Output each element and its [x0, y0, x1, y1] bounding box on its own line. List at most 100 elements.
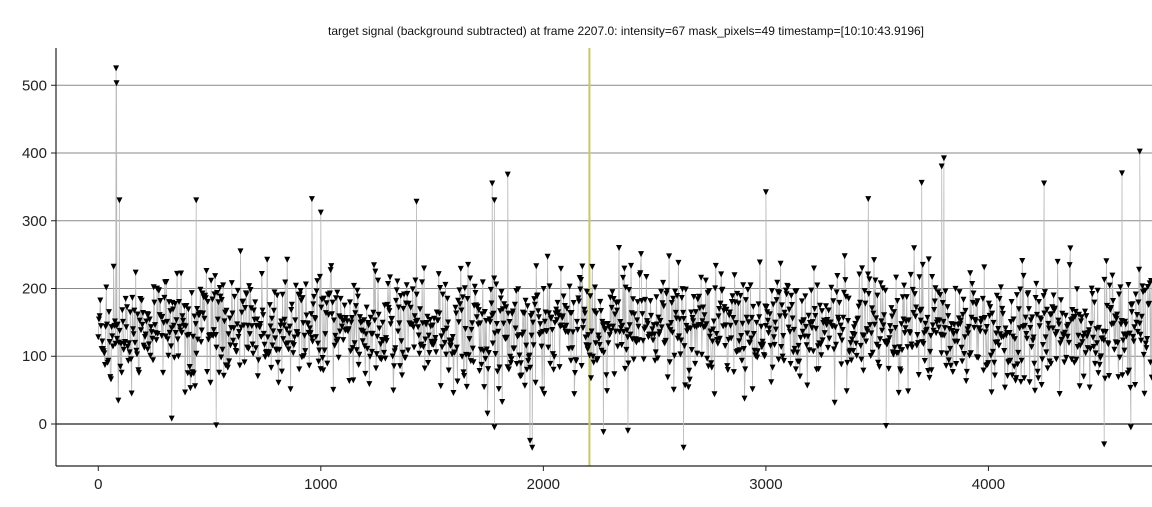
data-point	[595, 335, 602, 342]
data-point	[212, 273, 219, 280]
data-point	[199, 290, 206, 297]
data-point	[393, 297, 400, 304]
data-point	[350, 377, 357, 384]
data-point	[1086, 384, 1093, 391]
data-point	[229, 310, 236, 317]
data-point	[173, 317, 180, 324]
data-point	[663, 290, 670, 297]
data-point	[540, 285, 547, 292]
data-point	[656, 329, 663, 336]
data-point	[986, 312, 993, 319]
data-point	[570, 299, 577, 306]
data-point	[105, 357, 112, 364]
data-point	[1104, 302, 1111, 309]
data-point	[616, 244, 623, 251]
data-point	[708, 360, 715, 367]
data-point	[909, 286, 916, 293]
data-point	[631, 311, 638, 318]
data-point	[672, 309, 679, 316]
data-point	[1035, 375, 1042, 382]
data-point	[745, 319, 752, 326]
data-point	[611, 371, 618, 378]
data-point	[753, 319, 760, 326]
data-point	[286, 330, 293, 337]
data-point	[1011, 336, 1018, 343]
data-point	[226, 315, 233, 322]
data-point	[482, 355, 489, 362]
data-point	[191, 313, 198, 320]
data-point	[649, 326, 656, 333]
data-point	[487, 286, 494, 293]
data-point	[626, 287, 633, 294]
data-point	[308, 335, 315, 342]
data-point	[885, 365, 892, 372]
data-point	[918, 179, 925, 186]
data-point	[315, 358, 322, 365]
data-point	[116, 327, 123, 334]
data-point	[328, 311, 335, 318]
data-point	[855, 303, 862, 310]
data-point	[469, 345, 476, 352]
data-point	[620, 274, 627, 281]
data-point	[1088, 320, 1095, 327]
data-point	[1065, 321, 1072, 328]
data-point	[134, 351, 141, 358]
data-point	[180, 317, 187, 324]
data-point	[1033, 280, 1040, 287]
data-point	[459, 353, 466, 360]
data-point	[653, 294, 660, 301]
data-point	[496, 364, 503, 371]
data-point	[970, 290, 977, 297]
data-point	[921, 358, 928, 365]
data-point	[945, 357, 952, 364]
data-point	[1128, 309, 1135, 316]
data-point	[174, 270, 181, 277]
data-point	[439, 291, 446, 298]
data-point	[882, 287, 889, 294]
data-point	[318, 304, 325, 311]
data-point	[612, 328, 619, 335]
data-point	[873, 315, 880, 322]
data-point	[674, 293, 681, 300]
data-point	[648, 312, 655, 319]
data-point	[1131, 324, 1138, 331]
data-point	[134, 311, 141, 318]
data-point	[170, 306, 177, 313]
data-point	[878, 318, 885, 325]
data-point	[713, 331, 720, 338]
data-point	[141, 344, 148, 351]
data-point	[503, 334, 510, 341]
data-point	[905, 317, 912, 324]
data-point	[927, 348, 934, 355]
data-point	[688, 309, 695, 316]
data-point	[931, 306, 938, 313]
data-point	[235, 334, 242, 341]
data-point	[384, 301, 391, 308]
data-point	[483, 346, 490, 353]
data-point	[585, 342, 592, 349]
data-point	[971, 324, 978, 331]
data-point	[844, 359, 851, 366]
data-point	[832, 324, 839, 331]
data-point	[1020, 272, 1027, 279]
data-point	[209, 296, 216, 303]
data-point	[379, 319, 386, 326]
data-point	[1030, 334, 1037, 341]
data-point	[929, 322, 936, 329]
data-point	[802, 293, 809, 300]
data-point	[254, 373, 261, 380]
data-point	[852, 320, 859, 327]
data-point	[522, 297, 529, 304]
data-point	[950, 331, 957, 338]
data-point	[881, 312, 888, 319]
data-point	[734, 290, 741, 297]
data-point	[750, 303, 757, 310]
data-point	[988, 389, 995, 396]
data-point	[278, 368, 285, 375]
data-point	[353, 347, 360, 354]
data-point	[138, 297, 145, 304]
data-point	[760, 341, 767, 348]
data-point	[432, 335, 439, 342]
data-point	[320, 367, 327, 374]
data-point	[603, 372, 610, 379]
